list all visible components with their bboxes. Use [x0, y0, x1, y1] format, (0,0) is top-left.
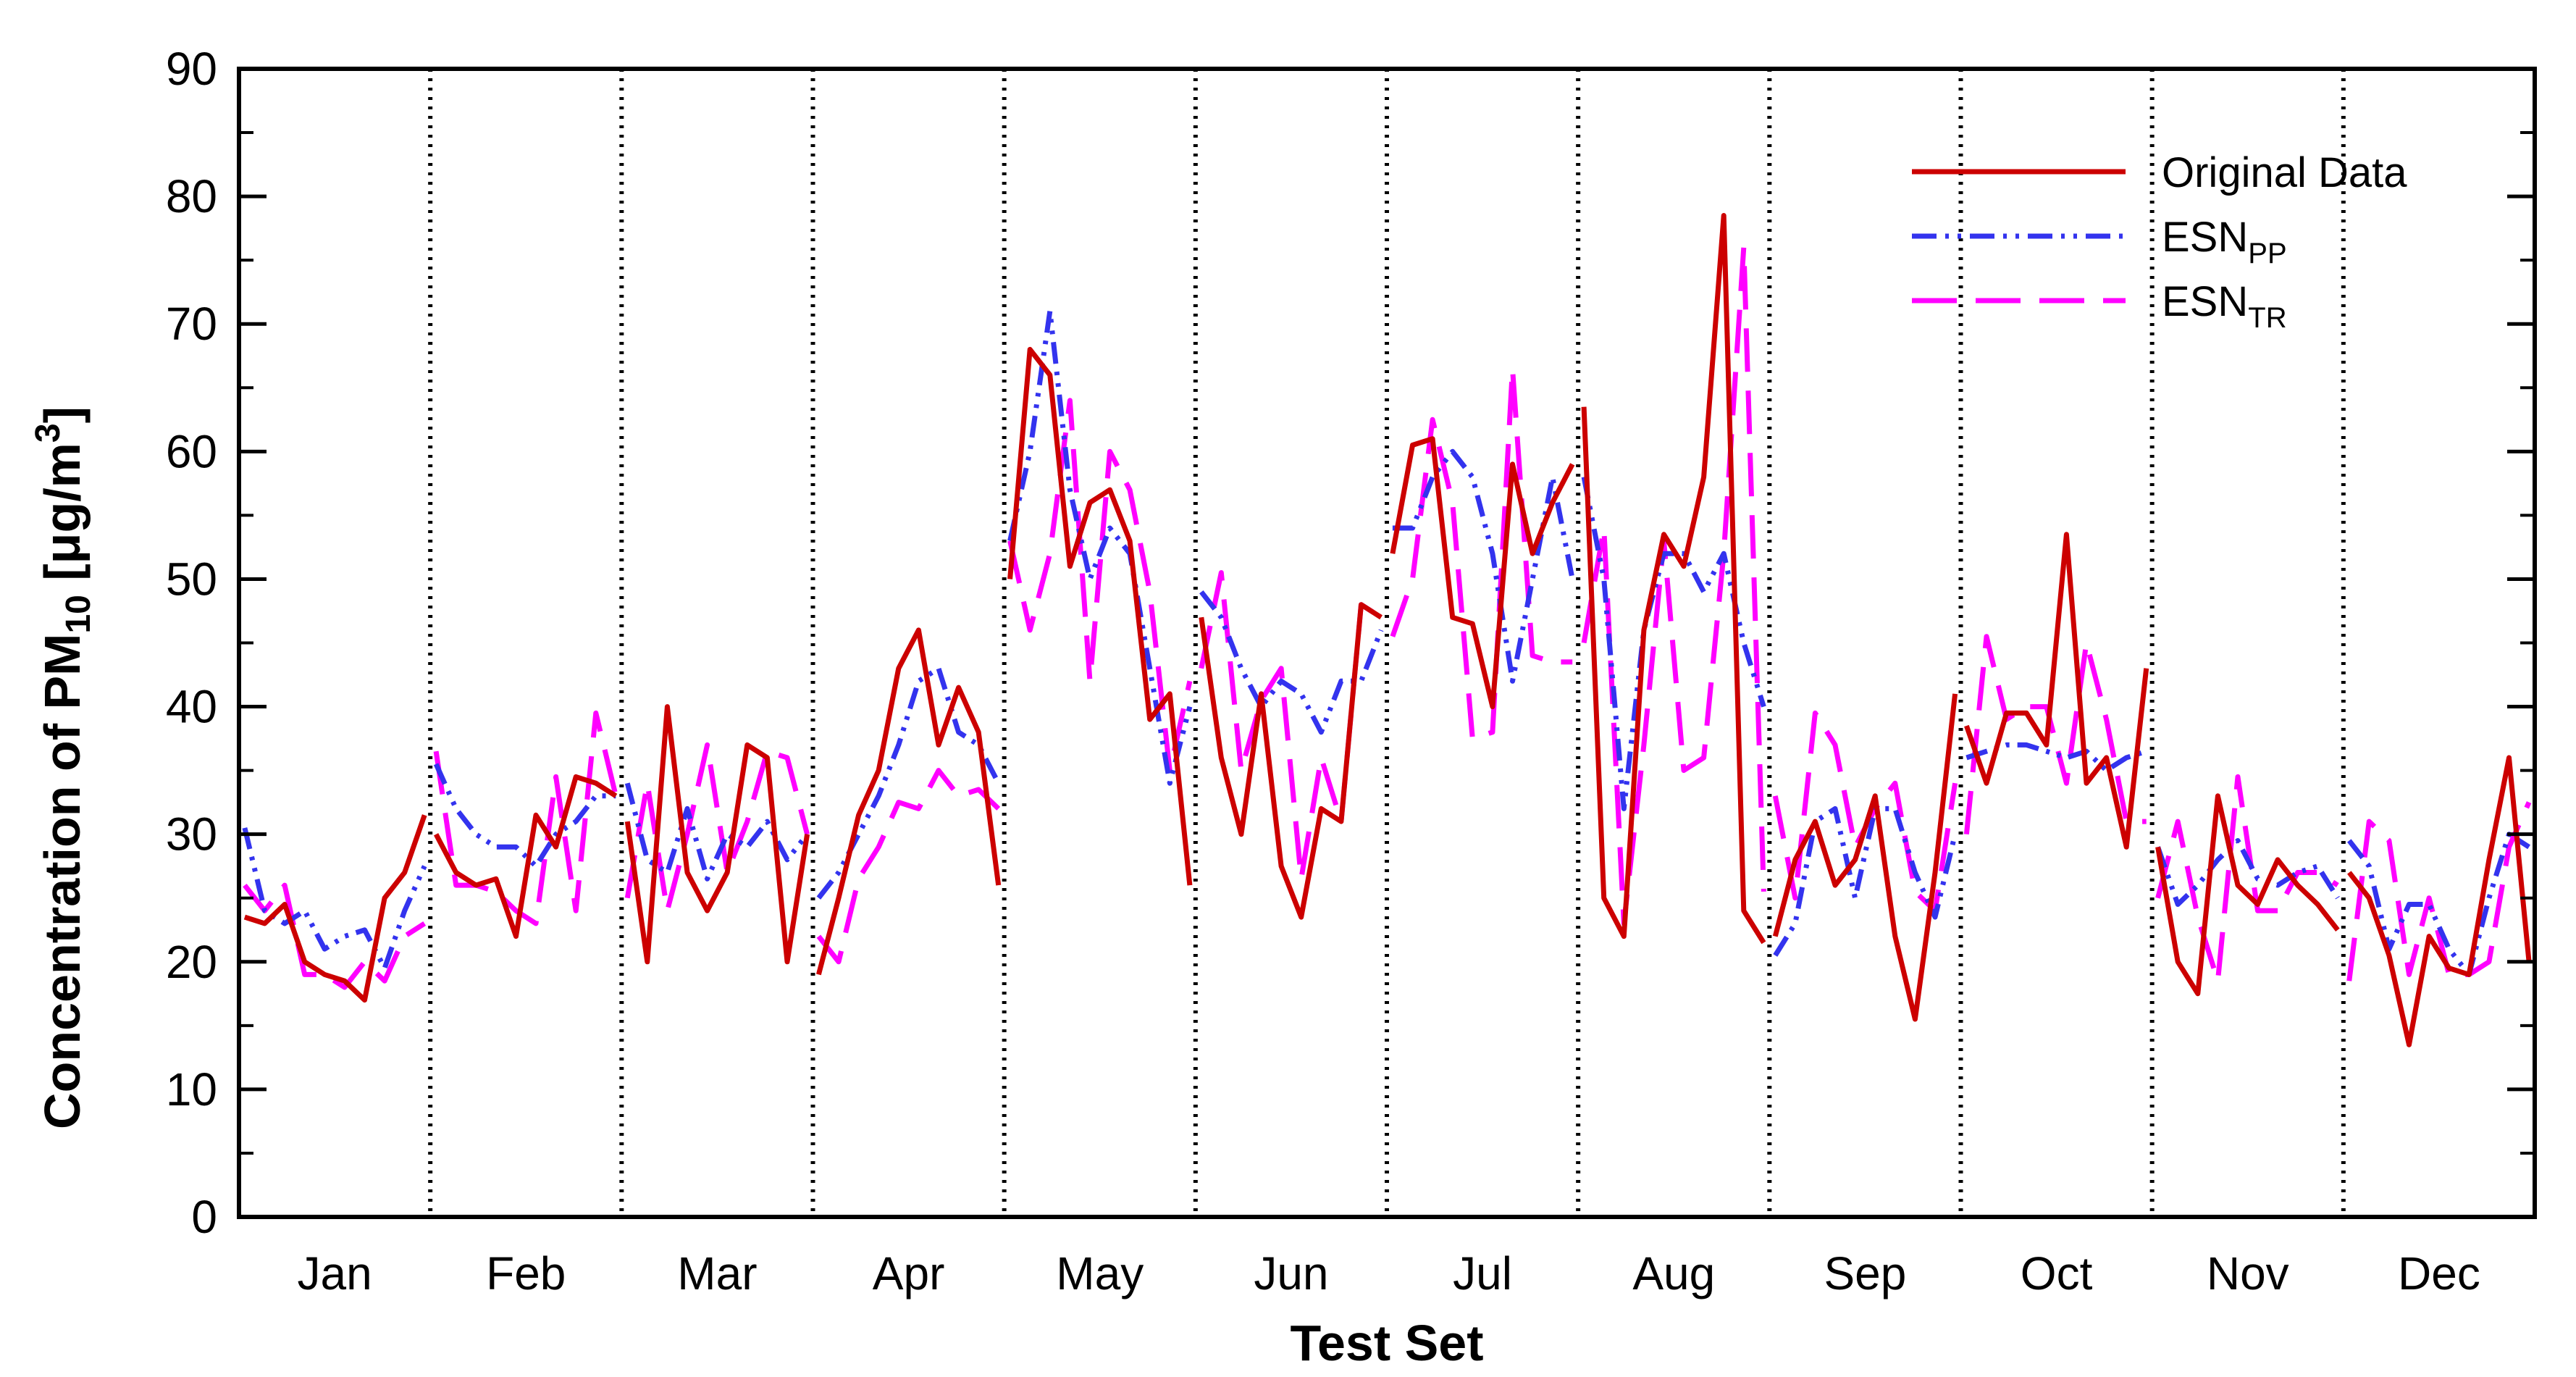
- y-tick-label: 10: [166, 1063, 217, 1116]
- x-tick-label: Mar: [677, 1247, 757, 1299]
- series-line-0-jul: [1390, 436, 1575, 710]
- x-axis-title: Test Set: [1290, 1315, 1483, 1371]
- series-line-0-dec: [2347, 755, 2532, 1047]
- legend-label-original: Original Data: [2162, 149, 2407, 196]
- legend-label-pp: ESNPP: [2162, 214, 2287, 269]
- series-line-0-sep: [1772, 693, 1958, 1022]
- y-tick-label: 50: [166, 553, 217, 605]
- legend-label-tr: ESNTR: [2162, 278, 2287, 334]
- series-line-0-mar: [624, 704, 810, 965]
- series-line-0-may: [1007, 346, 1193, 886]
- axis-ticks: [239, 67, 2535, 1219]
- legend: Original Data ESNPP ESNTR: [1912, 149, 2407, 334]
- series-line-2-feb: [433, 710, 618, 926]
- x-tick-label: Feb: [486, 1247, 566, 1299]
- y-axis-title: Concentration of PM10 [μg/m3]: [29, 406, 98, 1129]
- series-line-2-aug: [1581, 245, 1766, 926]
- x-tick-label: Sep: [1824, 1247, 1906, 1299]
- legend-label-pp-main: ESN: [2162, 214, 2248, 261]
- series-line-2-nov: [2155, 774, 2339, 984]
- y-axis-title-sup: 3: [29, 423, 67, 443]
- series-line-0-feb: [433, 774, 618, 939]
- legend-label-tr-main: ESN: [2162, 278, 2248, 325]
- series-line-2-apr: [816, 768, 1001, 965]
- x-tick-label: Apr: [873, 1247, 945, 1299]
- y-axis-title-main: Concentration of PM: [34, 634, 91, 1129]
- x-tick-label: Nov: [2207, 1247, 2289, 1299]
- series-line-0-jan: [243, 814, 427, 1003]
- series-line-0-nov: [2155, 793, 2340, 997]
- y-tick-label: 0: [191, 1191, 217, 1243]
- y-tick-label: 60: [166, 425, 217, 477]
- series-line-2-jun: [1199, 570, 1383, 882]
- series-line-2-jan: [243, 882, 427, 990]
- y-tick-label: 90: [166, 43, 217, 95]
- series-layer: [242, 213, 2532, 1047]
- y-tick-label: 70: [166, 298, 217, 350]
- series-line-0-jun: [1199, 602, 1383, 920]
- y-axis-title-unit: [μg/m: [34, 443, 91, 595]
- series-line-1-jul: [1392, 448, 1575, 684]
- series-line-1-mar: [624, 782, 810, 882]
- legend-label-tr-sub: TR: [2248, 302, 2286, 334]
- series-line-0-aug: [1581, 213, 1766, 945]
- y-tick-label: 20: [166, 936, 217, 988]
- x-tick-label: Jun: [1254, 1247, 1328, 1299]
- x-tick-label: Jul: [1453, 1247, 1512, 1299]
- x-tick-label: Aug: [1632, 1247, 1715, 1299]
- x-tick-label: May: [1056, 1247, 1144, 1299]
- series-line-2-jul: [1390, 366, 1573, 742]
- y-tick-label: 30: [166, 808, 217, 861]
- legend-label-pp-sub: PP: [2248, 238, 2286, 269]
- series-line-1-feb: [433, 763, 616, 869]
- series-line-2-may: [1007, 398, 1193, 774]
- x-tick-label: Jan: [297, 1247, 372, 1299]
- x-tick-labels: Jan Feb Mar Apr May Jun Jul Aug Sep Oct Nov Dec: [297, 1247, 2480, 1299]
- series-line-1-nov: [2155, 838, 2340, 907]
- series-line-1-dec: [2347, 832, 2530, 977]
- series-line-0-oct: [1964, 532, 2149, 850]
- y-axis-title-close: ]: [34, 406, 91, 423]
- y-axis-title-sub: 10: [59, 595, 98, 633]
- y-tick-labels: 0 10 20 30 40 50 60 70 80 90: [166, 43, 217, 1243]
- series-line-1-jun: [1199, 590, 1384, 735]
- x-tick-label: Oct: [2021, 1247, 2093, 1299]
- series-line-2-dec: [2346, 801, 2532, 982]
- series-line-0-apr: [816, 627, 1002, 976]
- series-line-1-may: [1007, 309, 1193, 786]
- x-tick-label: Dec: [2398, 1247, 2480, 1299]
- y-tick-label: 80: [166, 170, 217, 222]
- y-tick-label: 40: [166, 681, 217, 733]
